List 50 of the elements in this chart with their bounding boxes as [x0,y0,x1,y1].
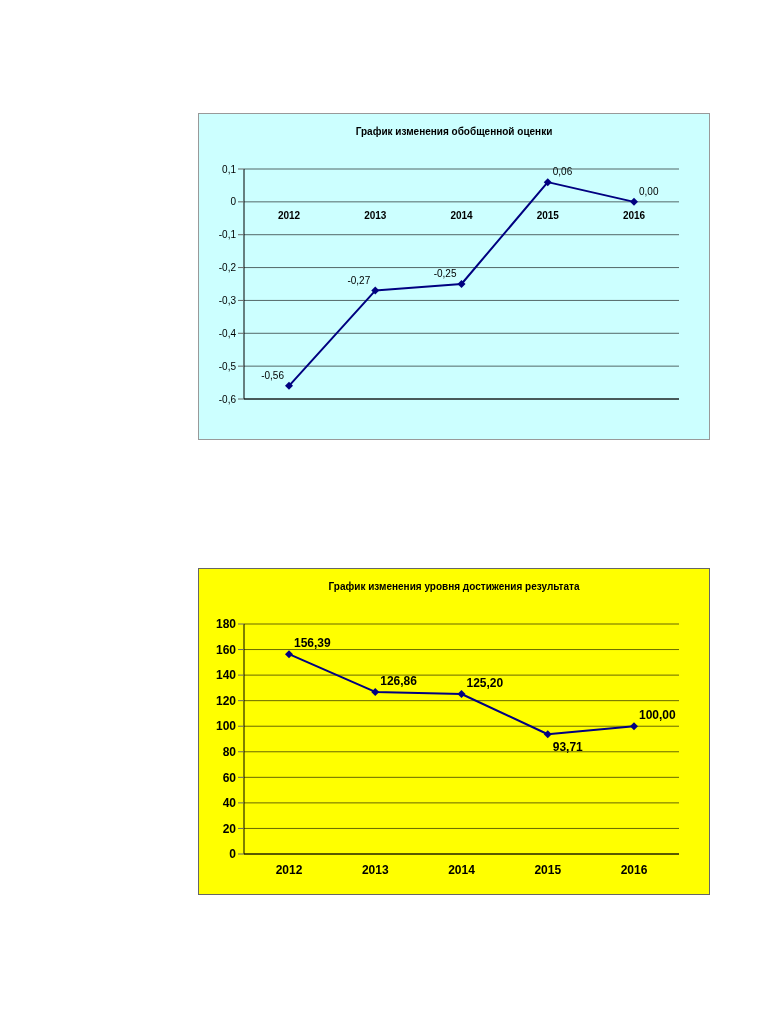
data-label: 100,00 [639,708,677,723]
y-tick-label: 20 [222,821,237,836]
x-tick-label: 2013 [361,863,389,877]
x-tick-label: 2012 [277,209,301,221]
y-tick-label: 80 [222,745,237,760]
point [630,722,638,731]
point [543,178,552,187]
chart-title: График изменения обобщенной оценки [354,126,554,139]
x-tick-label: 2014 [448,863,476,877]
point [371,687,380,696]
y-tick-label: -0,2 [218,262,237,274]
y-tick-label: 0,1 [222,163,237,175]
y-tick-label: 40 [222,796,237,811]
chart-title: График изменения уровня достижения результата [327,581,581,594]
y-tick-label: -0,1 [218,229,237,241]
y-tick-label: -0,4 [218,327,237,339]
data-label: 0,00 [639,185,659,197]
point [457,690,466,699]
y-tick-label: 120 [215,693,237,708]
point [285,381,293,390]
data-label: 0,06 [552,166,573,178]
x-tick-label: 2013 [364,209,387,221]
y-tick-label: 160 [215,642,237,657]
y-tick-label: 140 [215,668,237,683]
x-tick-label: 2014 [450,209,474,221]
y-tick-label: -0,6 [218,393,237,405]
point [630,197,638,206]
y-tick-label: 180 [215,617,237,632]
y-tick-label: 100 [215,719,237,734]
point [285,650,293,659]
y-tick-label: 0 [230,196,237,208]
point [371,286,380,295]
data-label: 125,20 [466,676,504,691]
y-tick-label: 0 [229,847,237,862]
data-label: 93,71 [552,740,584,755]
point [457,280,466,288]
point [543,730,552,739]
y-tick-label: -0,5 [218,360,237,372]
x-tick-label: 2015 [534,863,562,877]
x-tick-label: 2012 [275,863,303,877]
data-label: -0,27 [347,274,371,286]
x-tick-label: 2016 [620,863,648,877]
y-tick-label: 60 [222,770,237,785]
data-label: 126,86 [380,673,418,688]
data-label: 156,39 [294,636,332,651]
x-tick-label: 2015 [536,209,560,221]
data-label: -0,56 [261,369,285,381]
y-tick-label: -0,3 [218,294,237,306]
data-label: -0,25 [433,268,457,279]
x-tick-label: 2016 [622,209,646,221]
